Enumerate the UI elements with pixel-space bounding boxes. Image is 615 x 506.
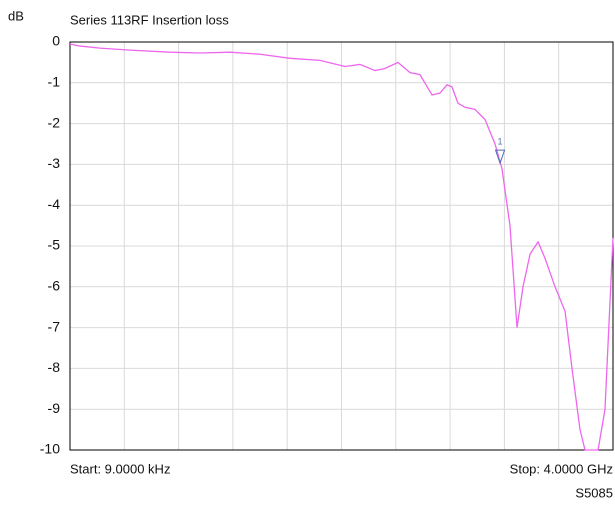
y-tick-label: -6 bbox=[48, 278, 61, 294]
y-tick-label: -4 bbox=[48, 196, 61, 212]
y-tick-label: -8 bbox=[48, 359, 61, 375]
y-tick-label: -1 bbox=[48, 74, 61, 90]
y-tick-label: 0 bbox=[52, 33, 60, 49]
start-label: Start: 9.0000 kHz bbox=[70, 461, 170, 476]
y-tick-label: -3 bbox=[48, 155, 61, 171]
chart-title: Series 113RF Insertion loss bbox=[70, 12, 229, 27]
y-tick-label: -10 bbox=[40, 441, 60, 457]
y-tick-label: -7 bbox=[48, 318, 61, 334]
series-line bbox=[69, 43, 614, 451]
y-tick-label: -5 bbox=[48, 237, 61, 253]
marker bbox=[494, 149, 506, 165]
marker-label: 1 bbox=[498, 137, 503, 147]
stop-label: Stop: 4.0000 GHz bbox=[510, 461, 613, 476]
y-tick-label: -2 bbox=[48, 114, 61, 130]
footer: S5085 bbox=[575, 485, 613, 500]
y-tick-label: -9 bbox=[48, 400, 61, 416]
y-unit-label: dB bbox=[8, 8, 24, 23]
